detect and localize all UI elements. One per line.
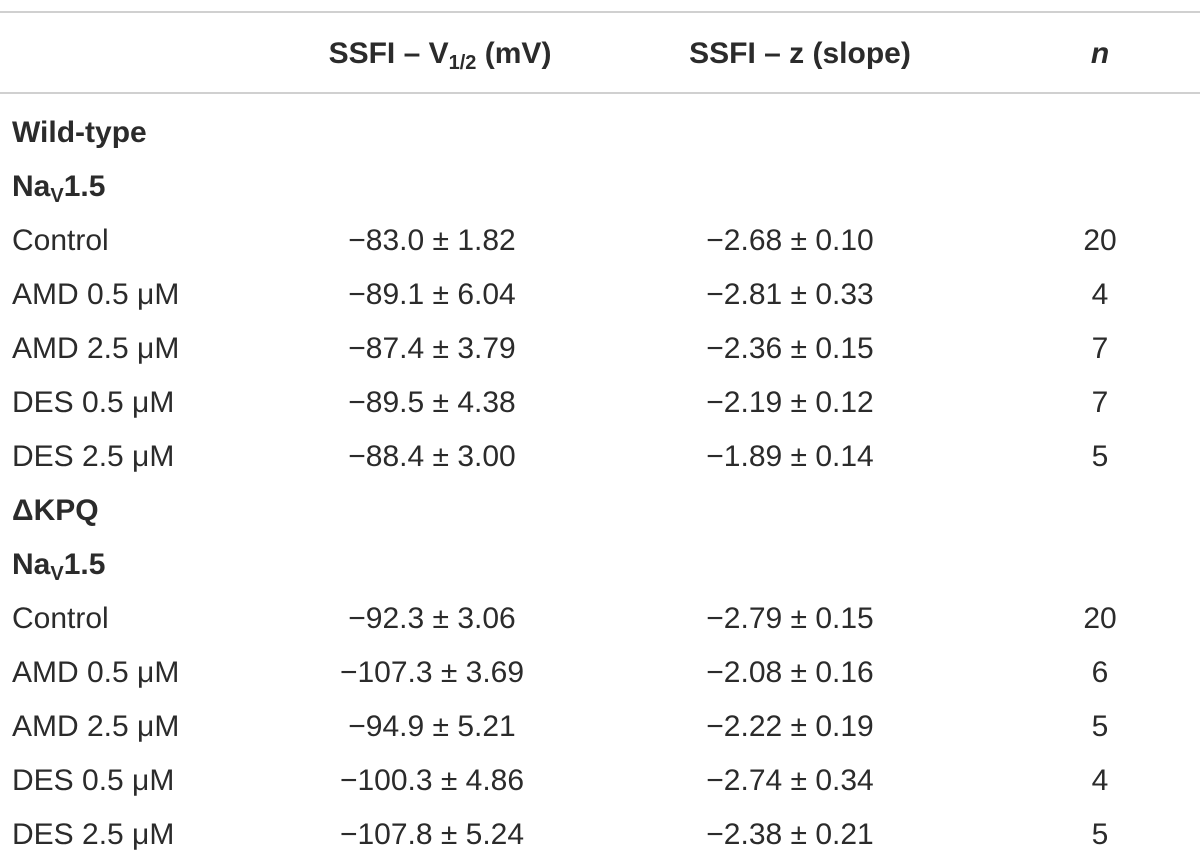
row-label: Control xyxy=(12,224,109,257)
cell-value: 5 xyxy=(1091,440,1109,473)
row-label: DES 2.5 μM xyxy=(12,440,175,473)
text: 1.5 xyxy=(63,548,106,581)
cell-value: −2.36 ± 0.15 xyxy=(706,332,874,365)
cell-value: −88.4 ± 3.00 xyxy=(348,440,516,473)
text: (mV) xyxy=(476,37,552,70)
section-label: Wild-type xyxy=(12,113,147,153)
column-header: n xyxy=(1091,34,1109,74)
text: n xyxy=(1090,37,1110,70)
cell-value: −94.9 ± 5.21 xyxy=(348,710,516,743)
top-rule xyxy=(0,11,1200,13)
cell-value: −2.79 ± 0.15 xyxy=(706,602,874,635)
cell-value: 5 xyxy=(1091,818,1109,851)
cell-value: 6 xyxy=(1091,656,1109,689)
cell-value: −83.0 ± 1.82 xyxy=(348,224,516,257)
cell-value: 4 xyxy=(1091,764,1109,797)
cell-value: −2.81 ± 0.33 xyxy=(706,278,874,311)
section-label: NaV1.5 xyxy=(12,545,105,585)
column-header: SSFI – V1/2 (mV) xyxy=(329,34,552,74)
cell-value: −2.08 ± 0.16 xyxy=(706,656,874,689)
subscript: V xyxy=(50,185,64,207)
cell-value: −2.22 ± 0.19 xyxy=(706,710,874,743)
row-label: DES 0.5 μM xyxy=(12,764,175,797)
cell-value: 5 xyxy=(1091,710,1109,743)
cell-value: 7 xyxy=(1091,386,1109,419)
row-label: AMD 0.5 μM xyxy=(12,278,180,311)
cell-value: −92.3 ± 3.06 xyxy=(348,602,516,635)
text: Na xyxy=(12,548,51,581)
cell-value: −2.38 ± 0.21 xyxy=(706,818,874,851)
section-label: ΔKPQ xyxy=(12,491,99,531)
cell-value: −1.89 ± 0.14 xyxy=(706,440,874,473)
row-label: Control xyxy=(12,602,109,635)
cell-value: 7 xyxy=(1091,332,1109,365)
cell-value: −107.3 ± 3.69 xyxy=(339,656,525,689)
cell-value: 20 xyxy=(1083,602,1117,635)
column-header: SSFI – z (slope) xyxy=(689,34,911,74)
cell-value: −2.19 ± 0.12 xyxy=(706,386,874,419)
cell-value: −2.74 ± 0.34 xyxy=(706,764,874,797)
cell-value: −89.1 ± 6.04 xyxy=(348,278,516,311)
text: Wild-type xyxy=(12,116,147,149)
cell-value: −87.4 ± 3.79 xyxy=(348,332,516,365)
row-label: DES 2.5 μM xyxy=(12,818,175,851)
subscript: 1/2 xyxy=(448,52,477,74)
text: ΔKPQ xyxy=(12,494,99,527)
cell-value: 4 xyxy=(1091,278,1109,311)
header-rule xyxy=(0,92,1200,94)
cell-value: −2.68 ± 0.10 xyxy=(706,224,874,257)
row-label: DES 0.5 μM xyxy=(12,386,175,419)
text: SSFI – V xyxy=(328,37,449,70)
text: Na xyxy=(12,170,51,203)
row-label: AMD 2.5 μM xyxy=(12,710,180,743)
cell-value: −100.3 ± 4.86 xyxy=(339,764,525,797)
subscript: V xyxy=(50,563,64,585)
text: 1.5 xyxy=(63,170,106,203)
row-label: AMD 2.5 μM xyxy=(12,332,180,365)
section-label: NaV1.5 xyxy=(12,167,105,207)
cell-value: 20 xyxy=(1083,224,1117,257)
text: SSFI – z (slope) xyxy=(689,37,911,70)
row-label: AMD 0.5 μM xyxy=(12,656,180,689)
cell-value: −107.8 ± 5.24 xyxy=(339,818,525,851)
cell-value: −89.5 ± 4.38 xyxy=(348,386,516,419)
